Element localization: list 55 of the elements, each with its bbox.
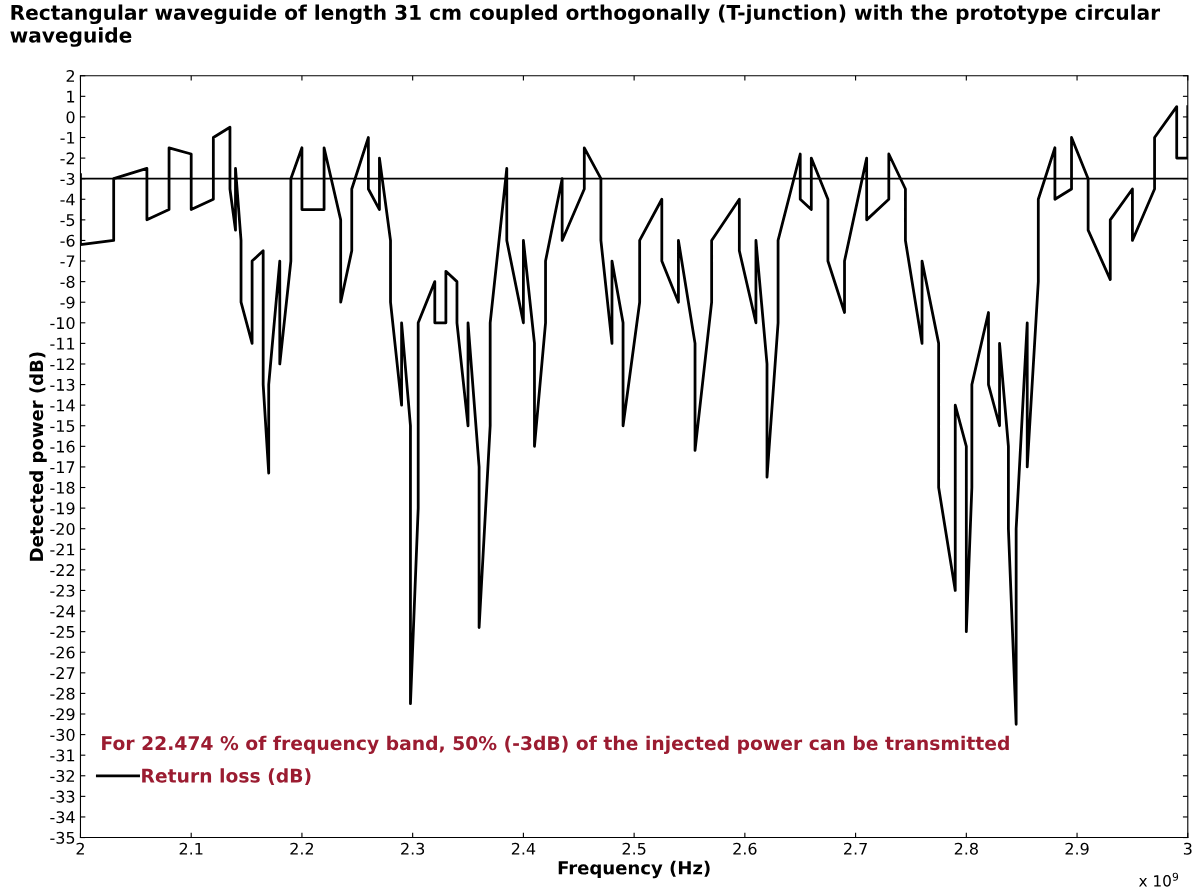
y-tick-label: -17	[50, 461, 75, 473]
y-tick-label: -29	[50, 708, 75, 721]
y-tick-label: 2	[66, 69, 75, 82]
y-tick-label: -13	[50, 378, 75, 391]
y-tick-label: -2	[60, 152, 75, 165]
x-tick-label: 2.7	[844, 842, 867, 855]
legend-label: Return loss (dB)	[142, 768, 311, 785]
y-tick-label: -23	[50, 584, 75, 597]
y-tick-label: 0	[66, 111, 75, 124]
y-tick-label: -30	[50, 728, 75, 741]
y-tick-label: -1	[60, 131, 75, 144]
x-tick-label: 2.9	[1065, 842, 1089, 855]
y-tick-label: -8	[60, 275, 75, 288]
y-tick-label: -3	[60, 172, 75, 185]
y-tick-label: -15	[50, 420, 75, 433]
x-tick-label: 2.6	[733, 842, 757, 855]
y-tick-label: -32	[50, 769, 75, 783]
x-tick-label: 3	[1183, 842, 1192, 855]
x-axis-title: Frequency (Hz)	[558, 860, 710, 879]
x-tick-label: 2.3	[401, 842, 425, 855]
y-tick-label: -5	[60, 214, 75, 227]
y-tick-label: -31	[50, 749, 75, 762]
y-tick-label: -20	[50, 522, 75, 535]
y-tick-label: -14	[50, 399, 75, 412]
y-tick-label: -7	[60, 255, 75, 268]
y-tick-label: -19	[50, 502, 75, 515]
text: x 10$^{9}$	[1138, 872, 1179, 887]
y-tick-label: -11	[50, 337, 75, 350]
annotation: For 22.474 % of frequency band, 50% (-3dB) of the injected power can be transmitted	[102, 735, 1009, 754]
x-tick-label: 2.8	[954, 842, 978, 855]
y-tick-label: -12	[50, 358, 75, 371]
y-tick-label: -28	[50, 687, 75, 700]
y-tick-label: -18	[50, 481, 75, 494]
y-tick-label: -10	[50, 317, 75, 330]
y-tick-label: -33	[50, 790, 75, 803]
x-tick-label: 2	[76, 842, 84, 855]
y-axis-title: Detected power (dB)	[29, 352, 47, 561]
x-tick-label: 2.4	[511, 842, 536, 855]
x-tick-label: 2.2	[290, 842, 314, 855]
y-tick-label: -24	[50, 605, 75, 618]
y-tick-label: -34	[50, 811, 75, 824]
y-tick-label: -16	[50, 440, 75, 453]
y-tick-label: -25	[50, 625, 75, 638]
y-tick-label: -26	[50, 646, 75, 659]
y-tick-label: -4	[60, 193, 75, 206]
chart-title: Rectangular waveguide of length 31 cm coupled orthogonally (T-junction) with the prototype circular waveguide	[10, 4, 1161, 47]
x-tick-label: 2.5	[622, 842, 646, 855]
y-tick-label: -22	[50, 564, 75, 576]
y-tick-label: -27	[50, 667, 75, 679]
x-tick-label: 2.1	[179, 842, 203, 855]
y-tick-label: 1	[67, 90, 75, 103]
y-tick-label: -6	[60, 234, 75, 247]
y-tick-label: -21	[50, 543, 75, 556]
y-tick-label: -35	[50, 831, 75, 844]
y-tick-label: -9	[60, 296, 75, 309]
